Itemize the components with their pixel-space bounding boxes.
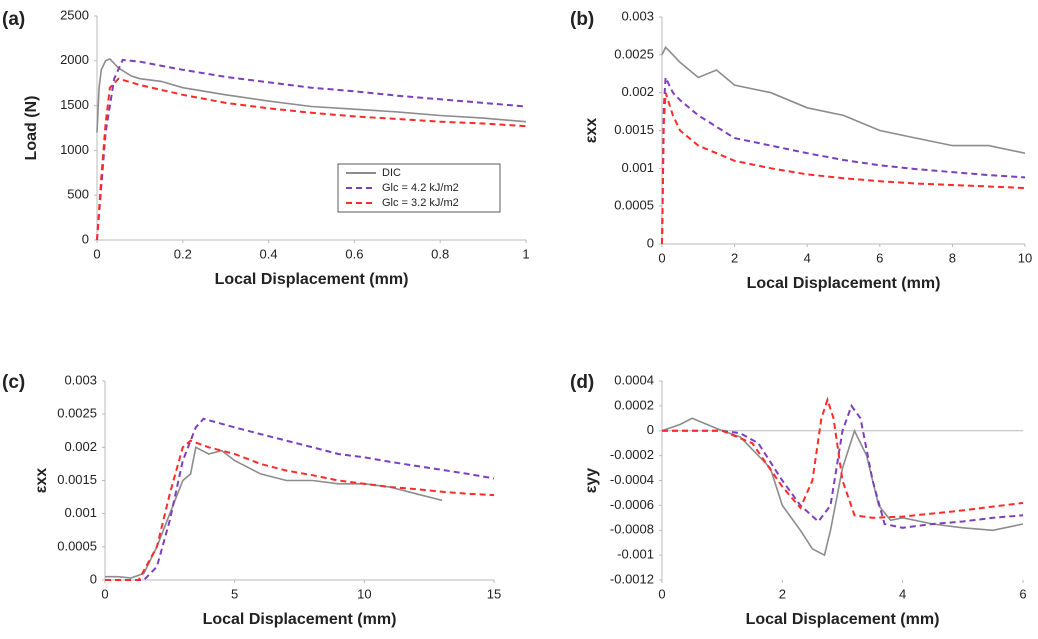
x-tick-label: 0 xyxy=(658,586,665,601)
x-tick-label: 15 xyxy=(487,586,501,601)
y-tick-label: -0.0002 xyxy=(610,447,654,462)
panel-label: (d) xyxy=(570,372,594,393)
series-line xyxy=(96,58,527,241)
y-tick-label: 0.0025 xyxy=(57,406,97,421)
series-line xyxy=(662,403,1024,529)
series-line xyxy=(105,446,443,579)
series-line xyxy=(661,92,1026,245)
panel-label: (b) xyxy=(570,9,594,30)
y-tick-label: 2500 xyxy=(60,7,89,22)
x-axis-title: Local Displacement (mm) xyxy=(203,611,397,628)
x-tick-label: 2 xyxy=(779,586,786,601)
x-tick-label: 0.2 xyxy=(174,246,192,261)
x-tick-label: 0.4 xyxy=(260,246,278,261)
x-tick-label: 6 xyxy=(1019,586,1026,601)
legend-box xyxy=(337,163,501,213)
y-tick-label: 0.0005 xyxy=(57,538,97,553)
x-tick-label: 6 xyxy=(876,250,883,265)
panel-label: (a) xyxy=(2,9,25,30)
y-tick-label: 1500 xyxy=(60,97,89,112)
y-tick-label: 1000 xyxy=(60,142,89,157)
series-line xyxy=(662,396,1024,519)
y-tick-label: 0.002 xyxy=(621,84,654,99)
x-tick-label: 2 xyxy=(731,250,738,265)
x-tick-label: 4 xyxy=(804,250,811,265)
y-tick-label: -0.0008 xyxy=(610,522,654,537)
x-axis-title: Local Displacement (mm) xyxy=(747,275,941,292)
panel-label: (c) xyxy=(2,372,25,393)
x-tick-label: 0 xyxy=(93,246,100,261)
y-tick-label: 0.003 xyxy=(621,8,654,23)
series-line xyxy=(661,417,1024,557)
y-axis-title: Load (N) xyxy=(23,96,40,161)
y-tick-label: 0.0025 xyxy=(614,46,654,61)
y-tick-label: 2000 xyxy=(60,52,89,67)
series-line xyxy=(96,77,527,241)
x-tick-label: 0 xyxy=(101,586,108,601)
legend-label: Glc = 3.2 kJ/m2 xyxy=(382,197,459,209)
y-axis-title: εxx xyxy=(33,468,50,493)
y-tick-label: 0 xyxy=(82,231,89,246)
x-tick-label: 0 xyxy=(658,250,665,265)
y-tick-label: -0.0012 xyxy=(610,571,654,586)
y-tick-label: 0.001 xyxy=(64,505,97,520)
y-tick-label: 0 xyxy=(647,235,654,250)
y-tick-label: 0.001 xyxy=(621,160,654,175)
x-tick-label: 8 xyxy=(949,250,956,265)
y-tick-label: 0.0015 xyxy=(57,472,97,487)
legend-label: Glc = 4.2 kJ/m2 xyxy=(382,182,459,194)
x-axis-title: Local Displacement (mm) xyxy=(215,271,409,288)
series-line xyxy=(105,439,495,581)
x-tick-label: 0.8 xyxy=(431,246,449,261)
y-tick-label: 0.002 xyxy=(64,439,97,454)
series-line xyxy=(96,58,527,133)
y-tick-label: 500 xyxy=(67,187,89,202)
y-tick-label: 0.0015 xyxy=(614,122,654,137)
y-tick-label: 0 xyxy=(90,571,97,586)
y-tick-label: 0.0002 xyxy=(614,397,654,412)
y-tick-label: 0.003 xyxy=(64,372,97,387)
legend-label: DIC xyxy=(382,167,401,179)
y-tick-label: -0.0004 xyxy=(610,472,654,487)
x-tick-label: 10 xyxy=(357,586,371,601)
y-axis-title: εyy xyxy=(583,468,600,493)
y-axis-title: εxx xyxy=(583,118,600,143)
x-tick-label: 5 xyxy=(231,586,238,601)
x-tick-label: 0.6 xyxy=(345,246,363,261)
y-tick-label: -0.0006 xyxy=(610,497,654,512)
y-tick-label: 0.0005 xyxy=(614,198,654,213)
x-tick-label: 1 xyxy=(522,246,529,261)
legend: DIC Glc = 4.2 kJ/m2 Glc = 3.2 kJ/m2 xyxy=(337,163,501,213)
series-line xyxy=(661,73,1026,245)
x-tick-label: 4 xyxy=(899,586,906,601)
x-axis-title: Local Displacement (mm) xyxy=(746,611,940,628)
x-tick-label: 10 xyxy=(1018,250,1032,265)
y-tick-label: 0 xyxy=(647,422,654,437)
y-tick-label: -0.001 xyxy=(617,547,654,562)
series-line xyxy=(661,45,1026,154)
y-tick-label: 0.0004 xyxy=(614,372,654,387)
